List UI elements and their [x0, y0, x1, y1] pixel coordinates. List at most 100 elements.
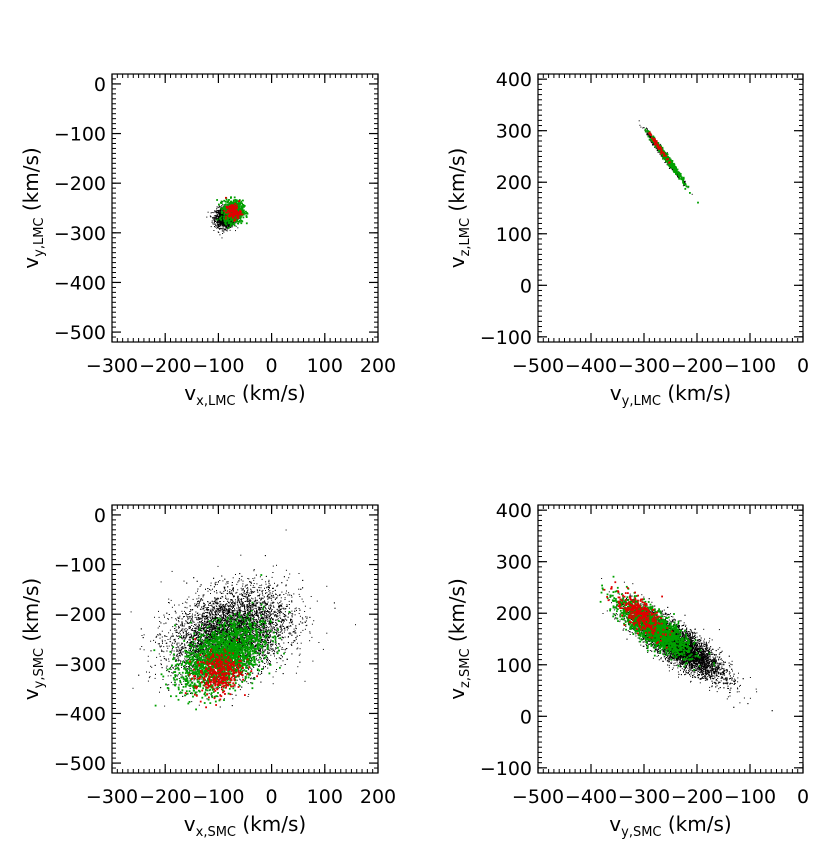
scatter-point [217, 222, 219, 224]
scatter-point [214, 211, 216, 213]
scatter-point [227, 225, 229, 227]
scatter-point [229, 223, 232, 226]
scatter-point [219, 206, 221, 208]
y-tick-label: 100 [496, 224, 532, 246]
scatter-point [215, 212, 217, 214]
scatter-point [217, 214, 219, 216]
scatter-point [678, 171, 680, 174]
scatter-point [219, 214, 220, 216]
scatter-point [233, 207, 235, 209]
scatter-point [220, 211, 223, 214]
scatter-point [222, 219, 224, 221]
scatter-point [648, 138, 651, 141]
scatter-point [219, 207, 222, 210]
scatter-point [232, 199, 235, 202]
scatter-point [648, 131, 651, 134]
scatter-point [216, 207, 218, 209]
scatter-point [242, 211, 245, 214]
scatter-point [215, 224, 217, 226]
x-tick-label: −400 [565, 355, 617, 377]
y-tick-label: −300 [54, 223, 106, 245]
scatter-point [213, 212, 215, 214]
scatter-point [231, 206, 234, 209]
scatter-point [217, 213, 219, 215]
scatter-point [217, 207, 219, 209]
scatter-point [245, 216, 248, 218]
scatter-point [214, 226, 216, 228]
x-tick-label: −200 [139, 355, 191, 377]
panel-2: −500 −400 −300 −200 −100 04003002001000−100vy… [445, 69, 809, 409]
scatter-point [662, 157, 665, 160]
scatter-point [215, 217, 216, 219]
scatter-point [223, 231, 225, 233]
scatter-point [212, 217, 213, 219]
scatter-point [647, 135, 650, 138]
scatter-point [235, 225, 237, 227]
scatter-point [217, 231, 219, 233]
scatter-point [229, 213, 232, 216]
scatter-point [226, 207, 229, 209]
scatter-point [230, 220, 232, 222]
scatter-point [669, 167, 671, 169]
scatter-point [222, 204, 224, 205]
scatter-point [221, 210, 223, 211]
scatter-point [684, 180, 686, 182]
scatter-point [235, 204, 238, 207]
scatter-point [229, 206, 232, 209]
scatter-point [224, 203, 227, 206]
scatter-point [238, 200, 241, 202]
scatter-point [240, 222, 243, 225]
scatter-point [217, 216, 219, 218]
scatter-point [227, 200, 230, 203]
scatter-point [240, 205, 242, 208]
scatter-point [237, 208, 240, 211]
scatter-point [665, 155, 667, 157]
scatter-point [229, 219, 232, 222]
scatter-point [217, 215, 219, 217]
scatter-point [654, 138, 656, 140]
scatter-point [224, 210, 227, 212]
scatter-point [220, 206, 222, 208]
scatter-point [230, 218, 233, 221]
scatter-point [234, 221, 237, 223]
scatter-point [225, 226, 227, 227]
scatter-point [219, 210, 221, 212]
y-tick-label: −400 [54, 272, 106, 294]
scatter-point [646, 134, 648, 135]
scatter-point [232, 225, 234, 227]
scatter-point [213, 221, 215, 223]
scatter-point [221, 208, 224, 211]
scatter-point [656, 143, 659, 146]
scatter-point [691, 193, 693, 195]
scatter-point [242, 216, 245, 219]
scatter-point [646, 127, 647, 129]
y-tick-label: −200 [54, 173, 106, 195]
scatter-point [667, 158, 669, 160]
scatter-point [219, 228, 220, 230]
scatter-point [226, 224, 228, 226]
scatter-point [225, 229, 226, 231]
scatter-point [216, 206, 218, 208]
scatter-point [240, 210, 242, 213]
scatter-point [213, 219, 215, 221]
scatter-point [657, 150, 659, 152]
scatter-point [238, 205, 241, 207]
scatter-point [222, 213, 224, 215]
scatter-point [230, 222, 233, 224]
scatter-point [639, 124, 641, 126]
scatter-point [221, 223, 223, 225]
scatter-point [243, 206, 245, 208]
scatter-point [229, 224, 231, 226]
scatter-point [228, 214, 231, 216]
scatter-point [216, 210, 218, 212]
scatter-point [224, 229, 226, 231]
scatter-point [697, 201, 699, 204]
scatter-series [130, 529, 356, 708]
scatter-point [235, 220, 238, 223]
scatter-point [654, 140, 657, 143]
scatter-point [223, 204, 226, 206]
scatter-point [236, 207, 238, 209]
scatter-point [227, 220, 230, 223]
scatter-point [211, 221, 213, 223]
scatter-point [226, 230, 228, 232]
